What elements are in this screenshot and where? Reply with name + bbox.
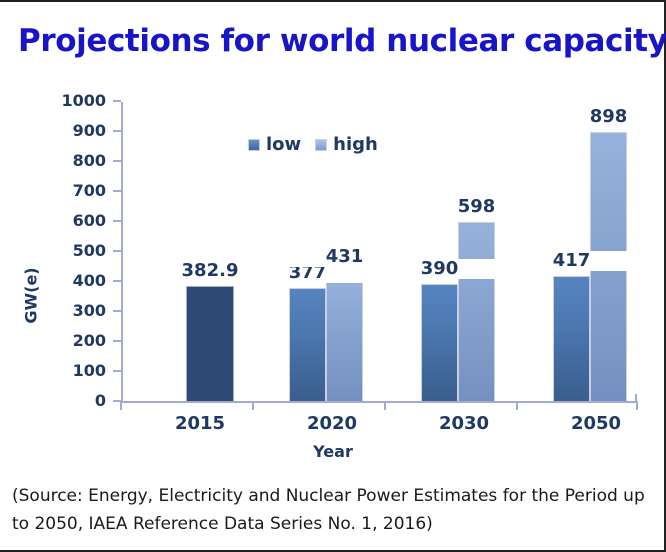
x-axis-end-tick xyxy=(635,394,637,403)
y-axis-tick-label: 600 xyxy=(72,211,106,230)
y-axis-tick-label: 500 xyxy=(72,241,106,260)
y-axis-tick-mark xyxy=(113,220,121,222)
bar-2030-low-value-label: 390 xyxy=(384,259,495,279)
bar-2050-low-value-label: 417 xyxy=(516,250,627,271)
y-axis-tick-mark xyxy=(113,310,121,312)
y-axis-line xyxy=(121,102,123,402)
y-axis-tick-mark xyxy=(113,340,121,342)
y-axis-tick-label: 400 xyxy=(72,271,106,290)
x-axis-tick-label-2020: 2020 xyxy=(306,413,358,434)
bar-2015-low-value-label: 382.9 xyxy=(155,261,265,282)
chart-legend: low high xyxy=(248,136,378,154)
y-axis-tick-mark xyxy=(113,280,121,282)
legend-swatch-low-icon xyxy=(248,139,260,151)
bar-2050-high-value-label: 898 xyxy=(553,106,664,127)
x-axis-tick-mark xyxy=(252,401,254,410)
bar-2030-high-value-label: 598 xyxy=(421,196,532,217)
y-axis-tick-label: 900 xyxy=(72,121,106,140)
x-axis-line xyxy=(121,401,637,403)
legend-item-low[interactable]: low xyxy=(248,136,301,154)
bar-2050-low[interactable] xyxy=(553,275,590,401)
bar-2020-low[interactable] xyxy=(289,287,326,401)
y-axis-tick-mark xyxy=(113,130,121,132)
bar-2030-high[interactable] xyxy=(458,221,495,401)
y-axis-tick-mark xyxy=(113,400,121,402)
x-axis-tick-mark xyxy=(636,401,638,410)
y-axis-tick-label: 1000 xyxy=(61,91,106,110)
y-axis-tick-mark xyxy=(113,190,121,192)
bar-2020-low-value-label: 377 xyxy=(252,262,363,283)
x-axis-tick-label-2030: 2030 xyxy=(438,413,490,434)
bar-2015-low[interactable] xyxy=(186,286,234,401)
bar-2020-high-value-label: 431 xyxy=(289,246,400,267)
legend-item-high[interactable]: high xyxy=(315,136,378,154)
y-axis-tick-mark xyxy=(113,250,121,252)
y-axis-title: GW(e) xyxy=(21,267,41,324)
y-axis-tick-label: 800 xyxy=(72,151,106,170)
y-axis-tick-label: 300 xyxy=(72,301,106,320)
y-axis-tick-mark xyxy=(113,370,121,372)
bar-2030-low[interactable] xyxy=(421,284,458,401)
y-axis-tick-mark xyxy=(113,160,121,162)
legend-label-high: high xyxy=(333,134,378,155)
y-axis-tick-label: 100 xyxy=(72,361,106,380)
x-axis-tick-mark xyxy=(384,401,386,410)
y-axis-tick-mark xyxy=(113,100,121,102)
x-axis-tick-mark xyxy=(120,401,122,410)
legend-label-low: low xyxy=(266,134,302,155)
page-title: Projections for world nuclear capacity xyxy=(18,23,666,59)
y-axis-tick-label: 200 xyxy=(72,331,106,350)
x-axis-title: Year xyxy=(313,442,353,461)
legend-swatch-high-icon xyxy=(315,139,328,151)
x-axis-tick-label-2050: 2050 xyxy=(570,413,622,434)
y-axis-tick-label: 700 xyxy=(72,181,106,200)
x-axis-tick-mark xyxy=(516,401,518,410)
y-axis-tick-label: 0 xyxy=(94,391,106,410)
bar-chart: GW(e) 1000 900 800 700 600 500 400 300 200 100 0 2… xyxy=(0,90,666,461)
x-axis-tick-label-2015: 2015 xyxy=(174,413,226,434)
source-caption: (Source: Energy, Electricity and Nuclear… xyxy=(12,486,645,534)
bar-2020-high[interactable] xyxy=(326,271,363,401)
